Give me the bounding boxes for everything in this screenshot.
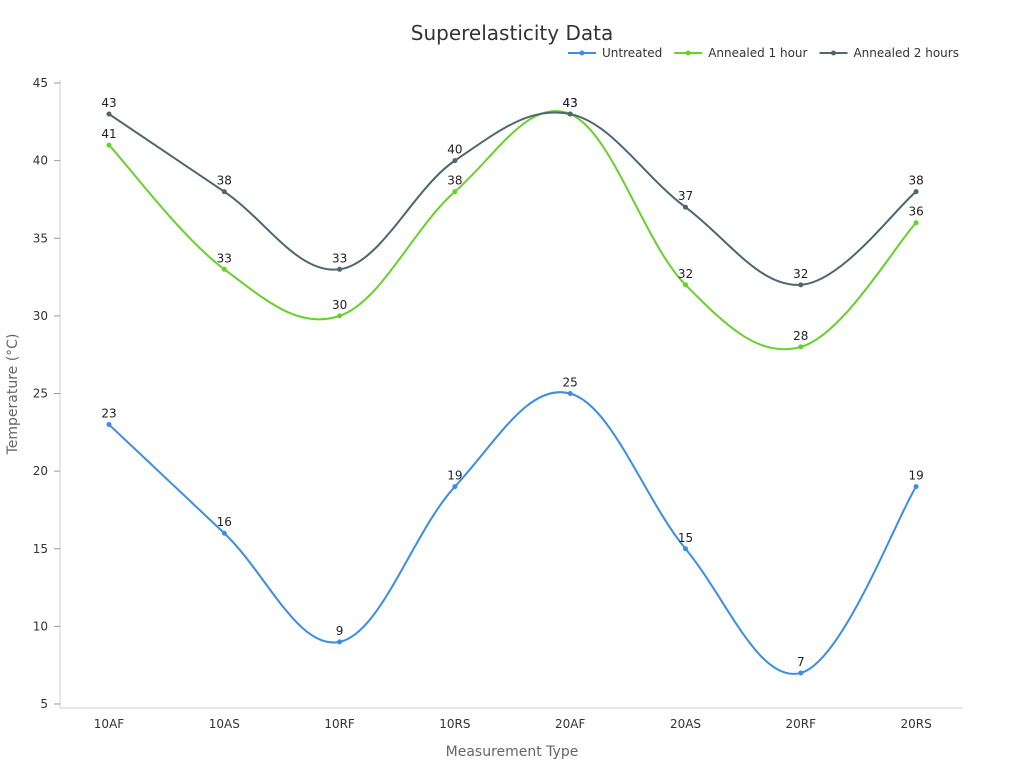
data-label: 16 — [217, 515, 232, 529]
data-label: 28 — [793, 329, 808, 343]
y-tick-label: 20 — [33, 464, 48, 478]
series-line — [108, 391, 917, 675]
data-point[interactable] — [913, 484, 919, 490]
y-tick-label: 25 — [33, 387, 48, 401]
data-point[interactable] — [798, 282, 804, 288]
data-point[interactable] — [798, 344, 804, 350]
y-tick-label: 15 — [33, 542, 48, 556]
y-tick-label: 10 — [33, 619, 48, 633]
data-point[interactable] — [683, 282, 688, 288]
data-label: 38 — [908, 174, 923, 188]
legend-item[interactable]: Annealed 2 hours — [819, 46, 959, 60]
data-point[interactable] — [798, 670, 804, 676]
data-label: 38 — [217, 174, 232, 188]
data-point[interactable] — [221, 530, 227, 536]
data-point[interactable] — [106, 422, 112, 428]
data-point[interactable] — [106, 111, 112, 117]
data-label: 43 — [101, 96, 116, 110]
chart-title: Superelasticity Data — [411, 21, 613, 45]
data-label: 33 — [332, 251, 347, 265]
series-annealed-2-hours — [106, 111, 919, 288]
data-label: 32 — [793, 267, 808, 281]
x-axis-title: Measurement Type — [446, 744, 579, 760]
data-point[interactable] — [452, 484, 458, 490]
data-label: 23 — [101, 407, 116, 421]
data-label: 43 — [563, 96, 578, 110]
data-point[interactable] — [567, 111, 573, 117]
data-point[interactable] — [452, 158, 458, 164]
legend-label: Annealed 2 hours — [853, 46, 959, 60]
legend-item[interactable]: Annealed 1 hour — [674, 46, 808, 60]
data-label: 7 — [797, 655, 805, 669]
data-label: 36 — [908, 205, 923, 219]
data-point[interactable] — [567, 391, 573, 396]
data-label: 37 — [678, 189, 693, 203]
data-point[interactable] — [452, 189, 458, 195]
legend-swatch-dot — [685, 50, 691, 56]
data-label: 30 — [332, 298, 347, 312]
data-label: 9 — [336, 624, 344, 638]
x-tick-label: 10AF — [94, 717, 124, 731]
x-tick-label: 20AS — [670, 717, 701, 731]
data-point[interactable] — [913, 189, 919, 195]
data-point[interactable] — [337, 639, 343, 645]
legend[interactable]: Untreated Annealed 1 hour Annealed 2 hours — [568, 46, 959, 60]
series-annealed-1-hour — [106, 110, 919, 351]
data-point[interactable] — [221, 266, 227, 272]
y-axis-title: Temperature (°C) — [5, 334, 21, 456]
x-tick-label: 20AF — [555, 717, 585, 731]
x-axis: 10AF 10AS 10RF 10RS 20AF 20AS 20RF 20RS — [60, 707, 963, 731]
y-tick-label: 5 — [40, 697, 48, 711]
legend-swatch-dot — [830, 50, 836, 56]
series-line — [108, 110, 917, 351]
legend-label: Annealed 1 hour — [708, 46, 807, 60]
y-tick-label: 45 — [33, 76, 48, 90]
x-tick-label: 10RS — [439, 717, 470, 731]
x-tick-label: 10RF — [324, 717, 355, 731]
y-tick-label: 35 — [33, 231, 48, 245]
data-labels: 2316919251571941333038433228364338334043… — [101, 96, 923, 669]
data-point[interactable] — [683, 546, 688, 552]
y-tick-label: 40 — [33, 154, 48, 168]
x-tick-label: 20RF — [786, 717, 817, 731]
data-label: 19 — [447, 469, 462, 483]
data-label: 19 — [908, 469, 923, 483]
data-point[interactable] — [106, 142, 112, 148]
data-label: 15 — [678, 531, 693, 545]
data-point[interactable] — [337, 266, 343, 272]
x-tick-label: 20RS — [900, 717, 931, 731]
series-untreated — [106, 391, 919, 676]
legend-label: Untreated — [602, 46, 662, 60]
data-label: 40 — [447, 143, 462, 157]
y-tick-label: 30 — [33, 309, 48, 323]
data-point[interactable] — [683, 204, 688, 210]
series-line — [108, 111, 917, 286]
legend-swatch-dot — [579, 50, 585, 56]
x-tick-label: 10AS — [209, 717, 240, 731]
data-label: 32 — [678, 267, 693, 281]
data-point[interactable] — [913, 220, 919, 226]
data-label: 43 — [563, 96, 578, 110]
data-label: 25 — [563, 376, 578, 390]
series-layer — [106, 110, 919, 676]
legend-item[interactable]: Untreated — [568, 46, 662, 60]
data-label: 38 — [447, 174, 462, 188]
data-label: 41 — [101, 127, 116, 141]
data-label: 33 — [217, 251, 232, 265]
y-axis: 5 10 15 20 25 30 35 40 45 — [33, 76, 61, 711]
data-point[interactable] — [337, 313, 343, 319]
data-point[interactable] — [221, 189, 227, 195]
